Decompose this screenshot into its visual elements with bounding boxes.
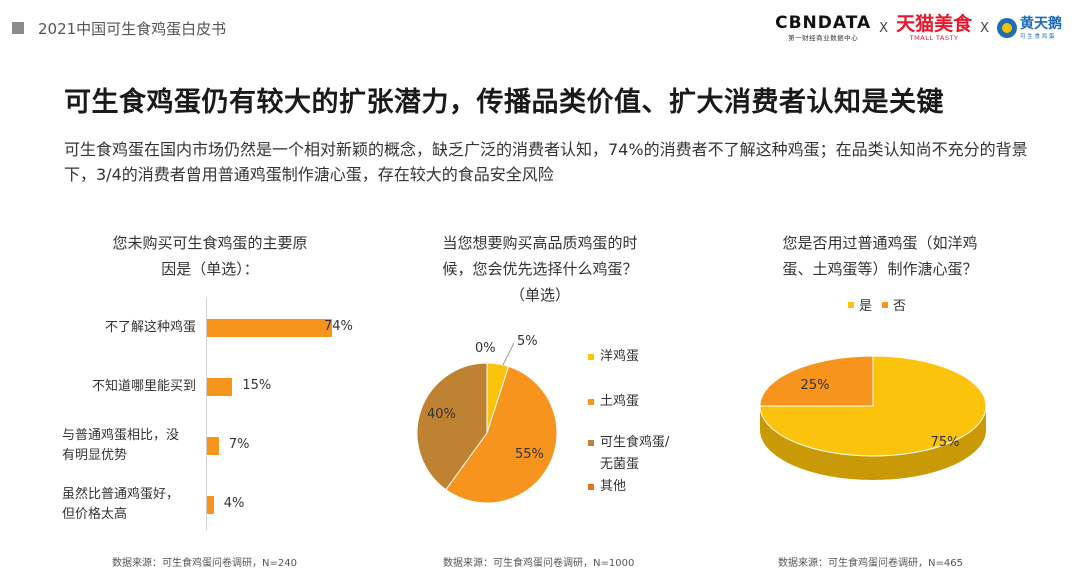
header-marker (12, 22, 24, 34)
pie1-source: 数据来源：可生食鸡蛋问卷调研，N=1000 (443, 558, 635, 569)
bar-value-label: 15% (242, 378, 272, 393)
logo-separator: X (980, 20, 989, 36)
partner-logos: CBNDATA 第一财经商业数据中心 X 天猫美食 TMALL TASTY X … (775, 14, 1062, 42)
huangtiane-logo: 黄天鹅 可 生 食 鸡 蛋 (997, 15, 1062, 40)
legend-label-line: 可生食鸡蛋/ (600, 435, 670, 450)
legend-label: 可生食鸡蛋/无菌蛋 (600, 432, 669, 476)
legend-swatch (588, 399, 594, 405)
bar-category-label-line: 虽然比普通鸡蛋好， (62, 487, 180, 502)
pie-leader-line (502, 342, 515, 366)
page-subtitle: 可生食鸡蛋在国内市场仍然是一个相对新颖的概念，缺乏广泛的消费者认知，74%的消费… (64, 140, 1028, 184)
pie1-title-line3: （单选） (509, 286, 570, 304)
pie1-title-line2: 候，您会优先选择什么鸡蛋？ (442, 260, 638, 278)
bar-value-label: 74% (324, 319, 353, 334)
huangtiane-egg-icon (997, 18, 1017, 38)
pie1-title-line1: 当您想要购买高品质鸡蛋的时 (442, 234, 638, 252)
bar-chart-title: 您未购买可生食鸡蛋的主要原 因是（单选）： (60, 230, 360, 282)
bar-category-label-line: 与普通鸡蛋相比，没 (62, 428, 180, 443)
bar-chart-source: 数据来源：可生食鸡蛋问卷调研，N=240 (112, 558, 297, 569)
pie-slice (416, 362, 488, 491)
pie2-legend: 是否 (848, 295, 906, 314)
legend-swatch (588, 354, 594, 360)
cbndata-logo-text: CBNDATA (775, 13, 872, 33)
bar-category-label: 不知道哪里能买到 (40, 377, 196, 397)
bar-chart-title-line2: 因是（单选）： (161, 260, 259, 278)
bar-value-label: 4% (223, 496, 245, 511)
pie2-chart: 75% 25% (759, 355, 987, 480)
legend-label: 土鸡蛋 (600, 394, 640, 409)
legend-label-line: 无菌蛋 (600, 457, 640, 472)
pie-value-label: 5% (517, 334, 538, 349)
bar-chart-title-line1: 您未购买可生食鸡蛋的主要原 (112, 234, 308, 252)
legend-label: 是 (859, 299, 873, 314)
logo-separator: X (879, 20, 889, 36)
pie1-title: 当您想要购买高品质鸡蛋的时 候，您会优先选择什么鸡蛋？ （单选） (400, 230, 680, 308)
legend-label: 洋鸡蛋 (600, 349, 640, 364)
bar-category-label: 虽然比普通鸡蛋好， 但价格太高 (62, 485, 218, 525)
page-title: 可生食鸡蛋仍有较大的扩张潜力，传播品类价值、扩大消费者认知是关键 (64, 87, 944, 118)
tmall-logo: 天猫美食 TMALL TASTY (896, 14, 972, 42)
bar-chart-axis (206, 298, 207, 530)
huangtiane-logo-subtext: 可 生 食 鸡 蛋 (1020, 33, 1055, 40)
cbndata-logo: CBNDATA 第一财经商业数据中心 (775, 14, 871, 42)
cbndata-logo-subtext: 第一财经商业数据中心 (788, 34, 859, 42)
pie2-title-line2: 蛋、土鸡蛋等）制作溏心蛋？ (782, 260, 978, 278)
pie-slice (759, 355, 987, 457)
huangtiane-logo-text: 黄天鹅 (1020, 15, 1062, 32)
bar-category-label: 与普通鸡蛋相比，没 有明显优势 (62, 426, 218, 466)
legend-item: 其他 (588, 476, 626, 498)
legend-swatch (588, 484, 594, 490)
legend-swatch (882, 301, 889, 308)
bar-category-label-line: 不了解这种鸡蛋 (104, 320, 196, 335)
pie-value-label: 40% (427, 407, 456, 422)
legend-item: 否 (882, 295, 906, 314)
pie-value-label: 55% (515, 447, 544, 462)
legend-item: 洋鸡蛋 (588, 346, 639, 368)
bar (207, 496, 214, 514)
bar-category-label: 不了解这种鸡蛋 (40, 318, 196, 338)
legend-item: 可生食鸡蛋/无菌蛋 (588, 432, 669, 476)
pie-value-label: 25% (801, 378, 830, 393)
legend-label: 否 (893, 299, 907, 314)
legend-swatch (588, 440, 594, 446)
pie2-title-line1: 您是否用过普通鸡蛋（如洋鸡 (782, 234, 978, 252)
report-title: 2021中国可生食鸡蛋白皮书 (38, 20, 227, 38)
pie2-title: 您是否用过普通鸡蛋（如洋鸡 蛋、土鸡蛋等）制作溏心蛋？ (740, 230, 1020, 282)
bar-category-label-line: 不知道哪里能买到 (91, 379, 196, 394)
pie-value-label: 75% (931, 435, 960, 450)
bar (207, 378, 233, 396)
legend-item: 是 (848, 295, 872, 314)
legend-swatch (848, 301, 854, 308)
pie-slice-side (760, 406, 986, 480)
bar (207, 319, 332, 337)
pie2-source: 数据来源：可生食鸡蛋问卷调研，N=465 (778, 558, 963, 569)
bar-category-label-line: 有明显优势 (62, 448, 128, 463)
bar (207, 437, 219, 455)
pie1-chart: 5% 55% 40% 0% (416, 334, 558, 504)
pie-slice (759, 355, 874, 407)
pie-value-label: 0% (475, 341, 496, 356)
bar-category-label-line: 但价格太高 (62, 507, 128, 522)
tmall-logo-text: 天猫美食 (896, 13, 973, 35)
legend-label: 其他 (600, 479, 627, 494)
pie-slice (445, 365, 558, 504)
bar-value-label: 7% (228, 437, 250, 452)
legend-item: 土鸡蛋 (588, 391, 639, 413)
tmall-logo-subtext: TMALL TASTY (909, 34, 959, 42)
